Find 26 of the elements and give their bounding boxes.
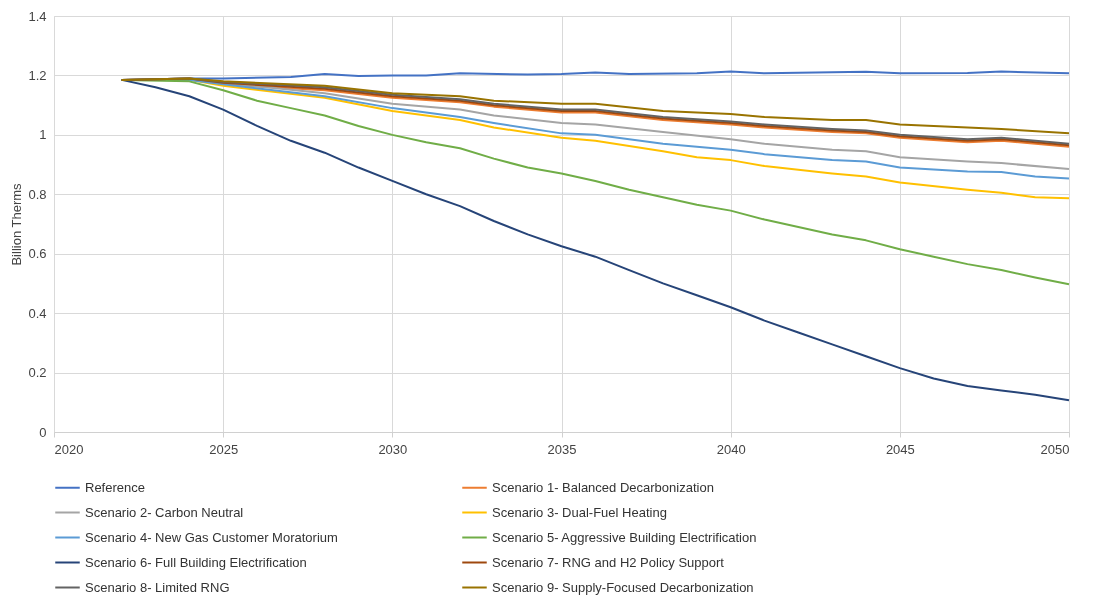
legend-label: Scenario 2- Carbon Neutral	[85, 504, 244, 520]
x-tick-label: 2020	[54, 441, 84, 457]
y-tick-label: 0.8	[28, 186, 47, 202]
legend-label: Scenario 6- Full Building Electrification	[85, 554, 307, 570]
y-tick-label: 0.6	[28, 246, 47, 262]
y-tick-label: 1	[39, 127, 47, 143]
y-axis-title: Billion Therms	[9, 182, 25, 266]
x-tick-label: 2030	[378, 441, 408, 457]
legend-label: Scenario 3- Dual-Fuel Heating	[492, 504, 667, 520]
y-tick-label: 0.4	[28, 305, 47, 321]
legend-label: Scenario 4- New Gas Customer Moratorium	[85, 529, 338, 545]
x-tick-label: 2035	[547, 441, 577, 457]
legend-label: Scenario 1- Balanced Decarbonization	[492, 479, 714, 495]
y-tick-label: 1.4	[28, 8, 47, 24]
y-tick-label: 1.2	[28, 67, 47, 83]
legend-label: Scenario 8- Limited RNG	[85, 579, 230, 595]
x-tick-label: 2050	[1040, 441, 1070, 457]
x-tick-label: 2045	[885, 441, 915, 457]
x-tick-label: 2025	[209, 441, 239, 457]
legend-label: Scenario 9- Supply-Focused Decarbonization	[492, 579, 754, 595]
legend-label: Scenario 7- RNG and H2 Policy Support	[492, 554, 725, 570]
y-tick-label: 0	[39, 424, 47, 440]
x-tick-label: 2040	[716, 441, 746, 457]
legend-label: Scenario 5- Aggressive Building Electrification	[492, 529, 757, 545]
y-tick-label: 0.2	[28, 365, 47, 381]
legend-label: Reference	[85, 479, 145, 495]
